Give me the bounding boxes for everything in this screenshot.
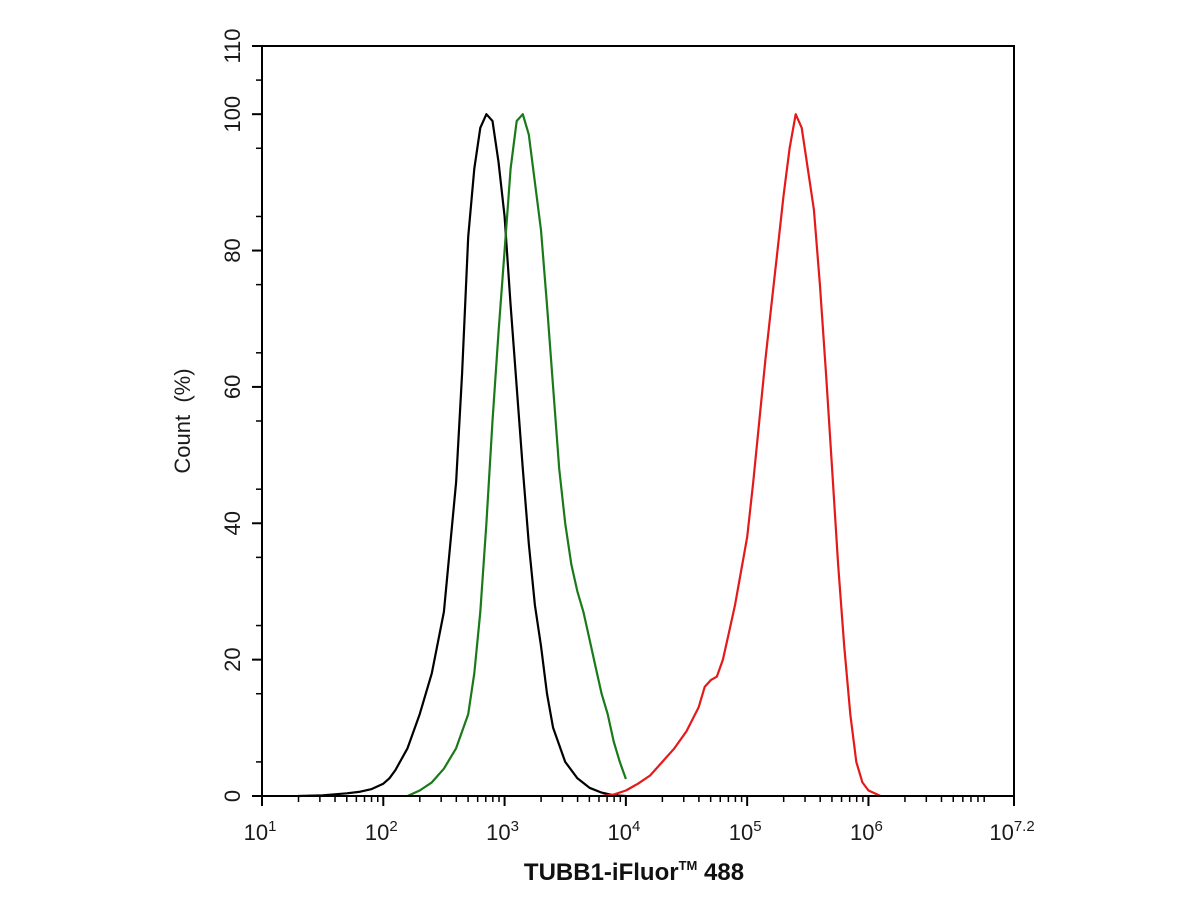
- y-tick-label: 40: [220, 511, 245, 535]
- minor-ticks: [256, 79, 985, 802]
- x-axis-title-tm: TM: [679, 858, 698, 873]
- x-axis-title: TUBB1-iFluorTM 488: [524, 858, 744, 886]
- x-tick-label: 104: [607, 818, 640, 845]
- x-tick-label: 106: [850, 818, 883, 845]
- x-tick-label: 107.2: [989, 818, 1034, 845]
- y-tick-label: 0: [220, 790, 245, 802]
- x-axis-title-main: TUBB1-iFluor: [524, 859, 679, 886]
- x-tick-label: 105: [729, 818, 762, 845]
- x-tick-label: 101: [244, 818, 277, 845]
- y-tick-label: 80: [220, 238, 245, 262]
- series-line-3: [601, 113, 882, 798]
- plot-frame: [261, 45, 1015, 797]
- x-tick-label: 102: [365, 818, 398, 845]
- series-line-1: [298, 113, 626, 798]
- series-layer: [298, 113, 882, 798]
- series-line-2: [407, 113, 627, 798]
- major-ticks: [252, 45, 1015, 806]
- x-tick-label: 103: [486, 818, 519, 845]
- y-tick-label: 60: [220, 375, 245, 399]
- y-axis-title: Count (%): [170, 368, 195, 473]
- y-tick-label: 20: [220, 647, 245, 671]
- x-axis-title-tail: 488: [697, 859, 744, 886]
- y-tick-label: 110: [220, 28, 245, 63]
- y-tick-label: 100: [220, 96, 245, 133]
- x-tick-labels: 101 102 103 104 105 106 107.2: [244, 818, 1035, 845]
- y-tick-labels: 0 20 40 60 80 100 110: [220, 28, 245, 802]
